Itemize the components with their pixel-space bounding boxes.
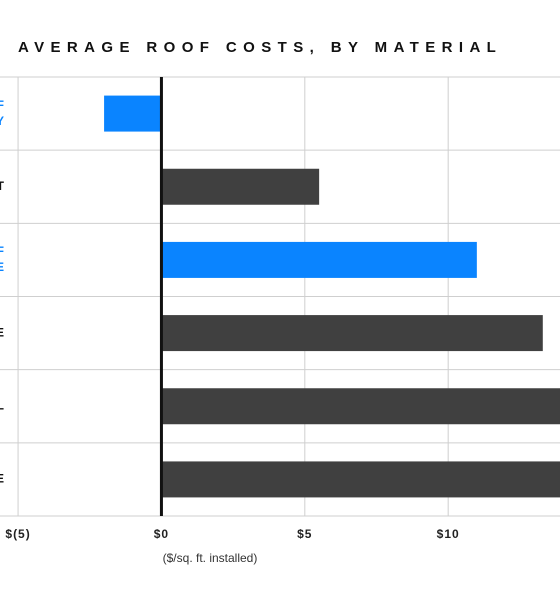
category-label: E	[0, 472, 4, 486]
x-axis-label: ($/sq. ft. installed)	[163, 551, 258, 565]
category-label: F	[0, 244, 4, 258]
bar	[161, 168, 320, 205]
bar	[161, 315, 543, 352]
category-label: Y	[0, 114, 4, 128]
bar	[161, 388, 560, 425]
category-label: T	[0, 179, 5, 193]
bar	[161, 241, 477, 278]
x-tick-label: $0	[154, 527, 169, 541]
bar	[104, 95, 162, 132]
x-tick-label: $(5)	[5, 527, 30, 541]
chart-title: AVERAGE ROOF COSTS, BY MATERIAL	[18, 39, 502, 56]
category-label: F	[0, 98, 4, 112]
category-label: L	[0, 398, 4, 412]
bar	[161, 461, 560, 498]
category-label: E	[0, 260, 4, 274]
x-tick-label: $10	[437, 527, 460, 541]
category-label: E	[0, 325, 4, 339]
x-tick-label: $5	[297, 527, 312, 541]
